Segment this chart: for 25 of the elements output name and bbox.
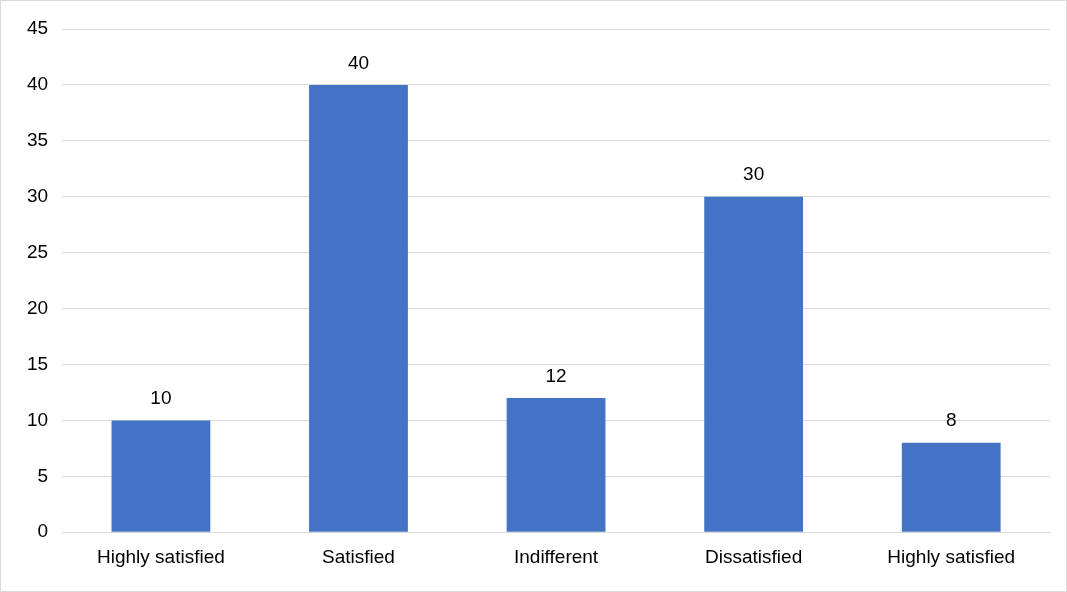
y-tick-label: 25 — [26, 240, 49, 262]
bar — [506, 398, 606, 532]
data-label: 30 — [743, 163, 765, 185]
y-tick-label: 45 — [26, 17, 49, 39]
y-tick-label: 0 — [37, 520, 49, 542]
bar — [704, 196, 804, 532]
x-tick-label: Dissatisfied — [705, 545, 803, 567]
data-label: 12 — [545, 364, 567, 386]
y-tick-label: 20 — [26, 296, 49, 318]
y-tick-label: 40 — [26, 73, 49, 95]
y-tick-label: 15 — [26, 352, 49, 374]
data-label: 8 — [945, 409, 957, 431]
x-tick-label: Highly satisfied — [97, 545, 225, 567]
x-tick-label: Highly satisfied — [887, 545, 1016, 567]
bar — [309, 84, 408, 532]
y-tick-label: 30 — [26, 184, 49, 206]
bar — [901, 442, 1001, 532]
bar — [111, 420, 211, 532]
data-label: 10 — [150, 387, 172, 409]
y-tick-label: 5 — [37, 464, 49, 486]
y-tick-label: 10 — [26, 408, 49, 430]
y-tick-label: 35 — [26, 129, 49, 151]
x-tick-label: Indifferent — [513, 545, 599, 567]
x-tick-label: Satisfied — [322, 545, 395, 567]
data-label: 40 — [347, 51, 370, 73]
